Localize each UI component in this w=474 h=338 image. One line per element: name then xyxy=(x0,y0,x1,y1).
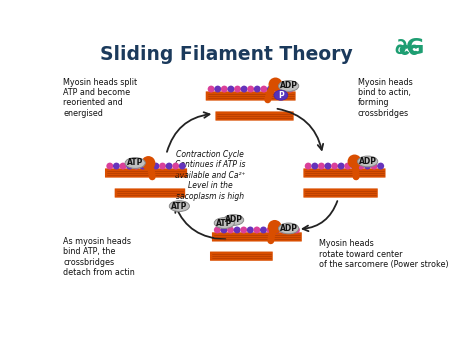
Circle shape xyxy=(214,86,221,93)
Circle shape xyxy=(208,86,215,93)
FancyBboxPatch shape xyxy=(210,251,273,261)
Circle shape xyxy=(221,86,228,93)
Circle shape xyxy=(344,163,351,170)
Circle shape xyxy=(260,86,267,93)
Circle shape xyxy=(247,86,254,93)
Circle shape xyxy=(371,163,378,170)
FancyBboxPatch shape xyxy=(115,188,185,198)
Circle shape xyxy=(133,163,140,170)
Circle shape xyxy=(179,163,186,170)
Text: ATP: ATP xyxy=(171,201,188,211)
Circle shape xyxy=(280,86,287,93)
Circle shape xyxy=(126,163,133,170)
Circle shape xyxy=(293,226,300,234)
Circle shape xyxy=(266,226,273,234)
Circle shape xyxy=(331,163,338,170)
Circle shape xyxy=(139,163,146,170)
Circle shape xyxy=(325,163,331,170)
Circle shape xyxy=(273,86,281,93)
Circle shape xyxy=(280,226,287,234)
Circle shape xyxy=(214,226,221,234)
FancyBboxPatch shape xyxy=(303,168,385,178)
Circle shape xyxy=(286,226,293,234)
Circle shape xyxy=(153,163,159,170)
Ellipse shape xyxy=(274,90,288,100)
FancyBboxPatch shape xyxy=(212,232,302,242)
Circle shape xyxy=(234,226,241,234)
Ellipse shape xyxy=(214,218,235,228)
Circle shape xyxy=(273,226,280,234)
Text: Myosin heads
bind to actin,
forming
crossbridges: Myosin heads bind to actin, forming cros… xyxy=(357,77,412,118)
Circle shape xyxy=(260,226,267,234)
Ellipse shape xyxy=(357,156,378,167)
Circle shape xyxy=(351,163,358,170)
Circle shape xyxy=(172,163,179,170)
Circle shape xyxy=(364,163,371,170)
Circle shape xyxy=(113,163,120,170)
Circle shape xyxy=(311,163,319,170)
Circle shape xyxy=(141,156,155,170)
Circle shape xyxy=(267,86,274,93)
Text: Contraction Cycle
Continues if ATP is
available and Ca²⁺
Level in the
sacoplasm : Contraction Cycle Continues if ATP is av… xyxy=(175,150,246,201)
Circle shape xyxy=(220,226,228,234)
Circle shape xyxy=(240,226,247,234)
Circle shape xyxy=(241,86,247,93)
Ellipse shape xyxy=(125,158,145,168)
Text: ADP: ADP xyxy=(225,215,243,224)
Text: Myosin heads split
ATP and become
reoriented and
energised: Myosin heads split ATP and become reorie… xyxy=(63,77,137,118)
Text: ADP: ADP xyxy=(359,157,377,166)
Text: Sliding Filament Theory: Sliding Filament Theory xyxy=(100,45,352,64)
Circle shape xyxy=(268,220,282,234)
FancyBboxPatch shape xyxy=(215,112,294,121)
Ellipse shape xyxy=(224,215,244,225)
Circle shape xyxy=(337,163,345,170)
Circle shape xyxy=(347,154,362,168)
Circle shape xyxy=(159,163,166,170)
Text: ADP: ADP xyxy=(280,224,298,233)
Ellipse shape xyxy=(169,201,190,212)
FancyBboxPatch shape xyxy=(303,188,378,198)
Circle shape xyxy=(305,163,312,170)
Circle shape xyxy=(254,86,261,93)
Circle shape xyxy=(119,163,127,170)
Circle shape xyxy=(227,226,234,234)
Circle shape xyxy=(228,86,235,93)
Circle shape xyxy=(254,226,260,234)
Text: ATP: ATP xyxy=(216,219,233,227)
Text: ADP: ADP xyxy=(280,81,298,91)
Circle shape xyxy=(234,86,241,93)
FancyBboxPatch shape xyxy=(105,168,187,178)
Text: Myosin heads
rotate toward center
of the sarcomere (Power stroke): Myosin heads rotate toward center of the… xyxy=(319,239,448,269)
Circle shape xyxy=(106,163,113,170)
Text: ∂G: ∂G xyxy=(394,38,425,58)
Ellipse shape xyxy=(279,223,299,234)
Circle shape xyxy=(268,77,283,91)
Text: As myosin heads
bind ATP, the
crossbridges
detach from actin: As myosin heads bind ATP, the crossbridg… xyxy=(63,237,135,277)
Circle shape xyxy=(357,163,365,170)
FancyBboxPatch shape xyxy=(206,91,296,101)
Circle shape xyxy=(146,163,153,170)
Circle shape xyxy=(287,86,294,93)
Text: P: P xyxy=(278,91,284,100)
Ellipse shape xyxy=(279,80,299,91)
Circle shape xyxy=(377,163,384,170)
Text: ATP: ATP xyxy=(127,159,144,168)
Circle shape xyxy=(318,163,325,170)
Circle shape xyxy=(165,163,173,170)
Circle shape xyxy=(247,226,254,234)
